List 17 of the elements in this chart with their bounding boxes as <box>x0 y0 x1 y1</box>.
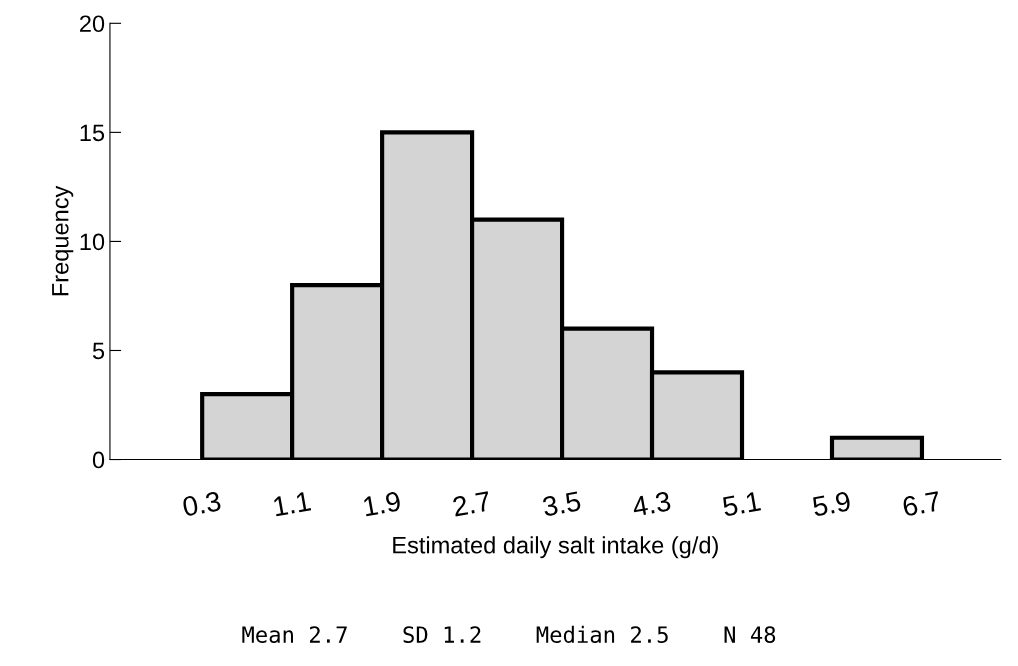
y-tick-label: 5 <box>92 342 105 360</box>
y-tick-label: 20 <box>80 15 105 33</box>
y-axis-title: Frequency <box>52 185 74 296</box>
x-tick-label: 0.3 <box>182 491 222 517</box>
y-tick-label: 0 <box>92 451 105 469</box>
x-tick-label: 5.1 <box>722 491 761 517</box>
x-tick-label: 5.9 <box>811 491 852 517</box>
x-tick-label: 6.7 <box>902 491 941 517</box>
x-axis-title: Estimated daily salt intake (g/d) <box>393 536 718 559</box>
x-tick-label: 2.7 <box>452 491 491 517</box>
x-tick-label: 1.9 <box>363 491 402 517</box>
y-tick-label: 10 <box>80 233 105 251</box>
y-tick-label: 15 <box>80 124 105 142</box>
x-tick-label: 1.1 <box>273 491 312 517</box>
text: Mean 2.7 SD 1.2 Median 2.5 N 48 <box>242 625 776 644</box>
x-tick-label: 3.5 <box>541 491 582 517</box>
x-tick-label: 4.3 <box>631 491 672 517</box>
